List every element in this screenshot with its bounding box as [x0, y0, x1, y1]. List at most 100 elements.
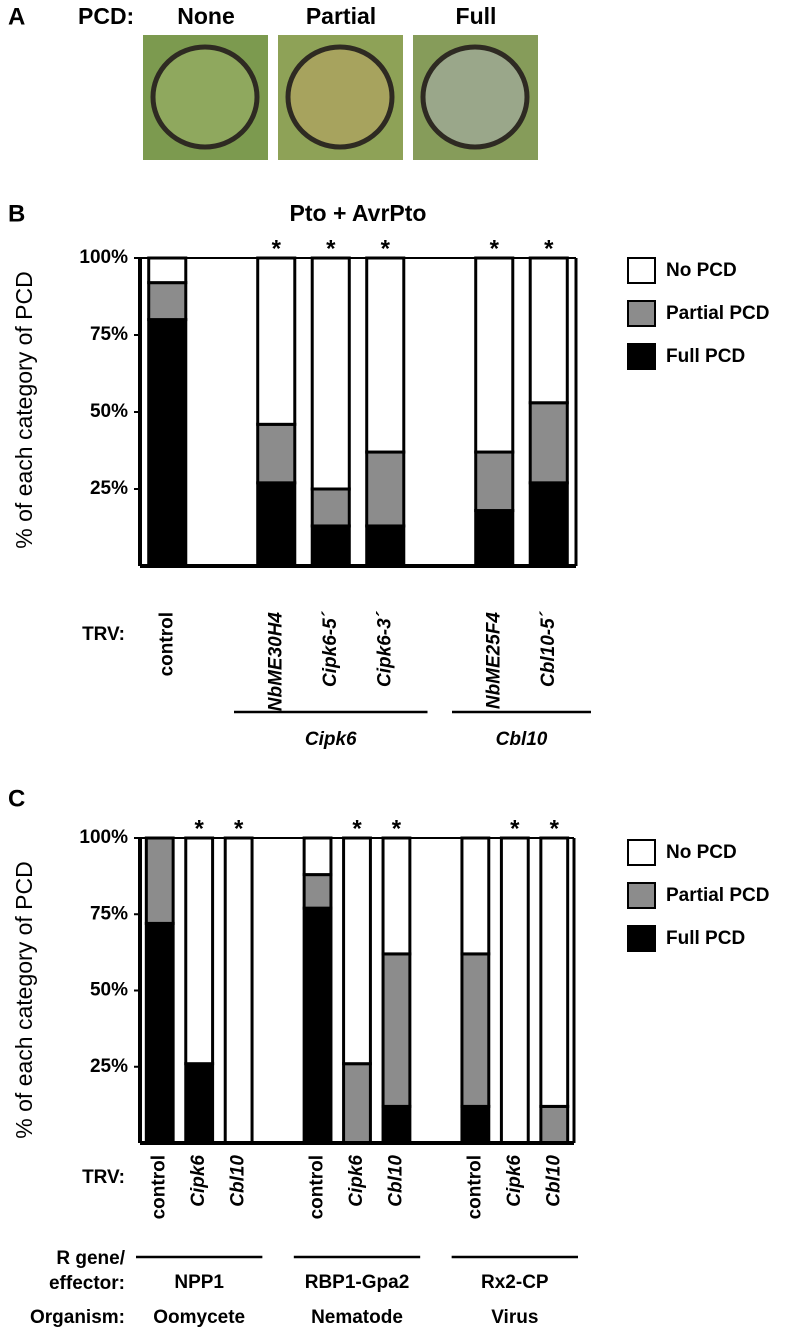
- bar-segment: [184, 1062, 215, 1145]
- panel-label: B: [8, 200, 25, 227]
- significance: *: [510, 815, 520, 842]
- group-label: RBP1-Gpa2: [305, 1272, 410, 1293]
- x-tick-label: Cipk6: [504, 1155, 525, 1207]
- bar-segment: [342, 1062, 372, 1145]
- legend-swatch: [627, 839, 656, 866]
- bar-segment: [365, 256, 406, 454]
- significance: *: [272, 235, 282, 262]
- y-tick-label: 50%: [90, 401, 128, 422]
- bar-segment: [539, 836, 570, 1108]
- y-axis-label: % of each category of PCD: [11, 271, 37, 548]
- bar-segment: [365, 524, 406, 568]
- significance: *: [234, 815, 244, 842]
- bar-segment: [460, 952, 491, 1108]
- significance: *: [381, 235, 391, 262]
- x-tick-label: control: [307, 1155, 328, 1219]
- significance: *: [490, 235, 500, 262]
- legend-swatch: [627, 882, 656, 909]
- pcd-label: PCD:: [78, 3, 134, 29]
- bar-segment: [256, 481, 297, 568]
- trv-label: TRV:: [82, 624, 125, 645]
- bar-segment: [342, 836, 372, 1066]
- bar-segment: [310, 487, 351, 528]
- bar-segment: [539, 1104, 570, 1145]
- legend-label: Full PCD: [666, 928, 745, 949]
- x-tick-label: Cipk6: [188, 1155, 209, 1207]
- legend-swatch: [627, 257, 656, 284]
- legend-label: Partial PCD: [666, 885, 769, 906]
- y-tick-label: 50%: [90, 980, 128, 1001]
- bar-segment: [499, 836, 530, 1145]
- bar-segment: [147, 281, 188, 322]
- organism-label: Oomycete: [153, 1307, 245, 1328]
- significance: *: [550, 815, 560, 842]
- y-tick-label: 100%: [79, 827, 128, 848]
- bar-segment: [365, 450, 406, 528]
- row-label: Organism:: [30, 1307, 125, 1328]
- legend-swatch: [627, 300, 656, 327]
- bar-segment: [381, 1104, 412, 1145]
- bar-segment: [381, 952, 412, 1108]
- bar-segment: [302, 836, 333, 877]
- lesion: [420, 44, 530, 150]
- bar-segment: [184, 836, 215, 1066]
- bar-segment: [474, 450, 515, 513]
- organism-label: Nematode: [311, 1307, 403, 1328]
- x-tick-label: Cbl10: [228, 1155, 249, 1207]
- x-tick-label: Cipk6-5´: [320, 610, 341, 687]
- x-tick-label: Cbl10: [385, 1155, 406, 1207]
- bar-segment: [256, 256, 297, 426]
- y-tick-label: 75%: [90, 903, 128, 924]
- y-tick-label: 25%: [90, 1056, 128, 1077]
- y-tick-label: 100%: [79, 247, 128, 268]
- x-tick-label: Cipk6: [346, 1155, 367, 1207]
- bar-segment: [528, 256, 569, 405]
- x-tick-label: Cbl10-5´: [538, 610, 559, 687]
- group-label: Cipk6: [305, 729, 357, 750]
- bar-segment: [147, 256, 188, 285]
- panel-label: A: [8, 3, 25, 30]
- x-tick-label: NbME25F4: [483, 612, 504, 710]
- legend-label: Partial PCD: [666, 303, 769, 324]
- organism-label: Virus: [491, 1307, 538, 1328]
- significance: *: [326, 235, 336, 262]
- bar-segment: [310, 256, 351, 491]
- bar-segment: [223, 836, 254, 1145]
- y-tick-label: 25%: [90, 478, 128, 499]
- legend-swatch: [627, 925, 656, 952]
- lesion: [150, 44, 260, 150]
- bar-segment: [144, 921, 175, 1145]
- x-tick-label: Cipk6-3´: [374, 610, 395, 687]
- bar-segment: [310, 524, 351, 568]
- trv-label: TRV:: [82, 1167, 125, 1188]
- bar-segment: [528, 481, 569, 568]
- x-tick-label: control: [149, 1155, 170, 1219]
- chart-title: Pto + AvrPto: [290, 200, 427, 226]
- row-label: effector:: [49, 1273, 125, 1294]
- legend-swatch: [627, 343, 656, 370]
- legend-label: No PCD: [666, 842, 737, 863]
- bar-segment: [302, 906, 333, 1145]
- bar-segment: [528, 401, 569, 485]
- group-label: Cbl10: [496, 729, 548, 750]
- bar-segment: [302, 873, 333, 910]
- legend-label: No PCD: [666, 260, 737, 281]
- bar-segment: [144, 836, 175, 925]
- x-tick-label: Cbl10: [543, 1155, 564, 1207]
- lesion: [285, 44, 395, 150]
- bar-segment: [474, 256, 515, 454]
- pcd-category: Full: [456, 3, 497, 29]
- group-label: Rx2-CP: [481, 1272, 549, 1293]
- group-label: NPP1: [174, 1272, 224, 1293]
- y-axis-label: % of each category of PCD: [11, 861, 37, 1138]
- x-tick-label: NbME30H4: [265, 612, 286, 712]
- significance: *: [195, 815, 205, 842]
- legend-label: Full PCD: [666, 346, 745, 367]
- significance: *: [352, 815, 362, 842]
- pcd-category: Partial: [306, 3, 376, 29]
- bar-segment: [460, 836, 491, 956]
- bar-segment: [147, 318, 188, 568]
- significance: *: [544, 235, 554, 262]
- x-tick-label: control: [156, 612, 177, 676]
